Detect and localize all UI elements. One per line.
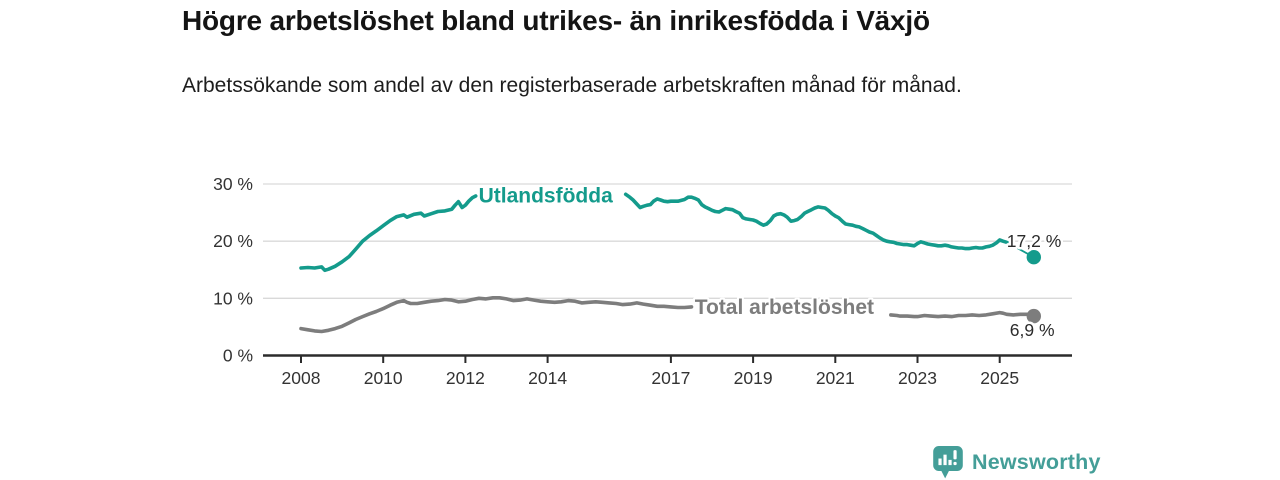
- utlandsfodda-line: [299, 194, 478, 273]
- x-tick-label: 2010: [364, 368, 403, 388]
- x-tick-label: 2014: [528, 368, 567, 388]
- x-tick-label: 2012: [446, 368, 485, 388]
- total-arbetsloshet-line: [299, 295, 694, 334]
- x-tick-label: 2021: [816, 368, 855, 388]
- newsworthy-logo: Newsworthy: [933, 446, 1101, 479]
- x-tick-label: 2017: [651, 368, 690, 388]
- total-arbetsloshet-end-dot: [1026, 308, 1042, 324]
- y-tick-label: 0 %: [223, 346, 253, 366]
- utlandsfodda-end-value: 17,2 %: [1007, 231, 1061, 251]
- y-tick-label: 30 %: [213, 174, 253, 194]
- x-tick-label: 2019: [734, 368, 773, 388]
- x-tick-label: 2023: [898, 368, 937, 388]
- chart-subtitle: Arbetssökande som andel av den registerb…: [182, 74, 962, 97]
- y-tick-label: 10 %: [213, 288, 253, 308]
- total-arbetsloshet-label: Total arbetslöshet: [695, 296, 874, 319]
- x-tick-label: 2025: [980, 368, 1019, 388]
- utlandsfodda-end-dot: [1026, 250, 1042, 265]
- chart-title: Högre arbetslöshet bland utrikes- än inr…: [182, 5, 930, 36]
- utlandsfodda-label: Utlandsfödda: [479, 185, 613, 208]
- y-tick-label: 20 %: [213, 231, 253, 251]
- bar-chart-speech-bubble-icon: [933, 446, 963, 479]
- x-tick-label: 2008: [282, 368, 321, 388]
- total-arbetsloshet-end-value: 6,9 %: [1010, 320, 1055, 340]
- utlandsfodda-line: [623, 192, 1012, 251]
- total-arbetsloshet-line: [888, 310, 1036, 319]
- newsworthy-logo-text: Newsworthy: [972, 450, 1101, 474]
